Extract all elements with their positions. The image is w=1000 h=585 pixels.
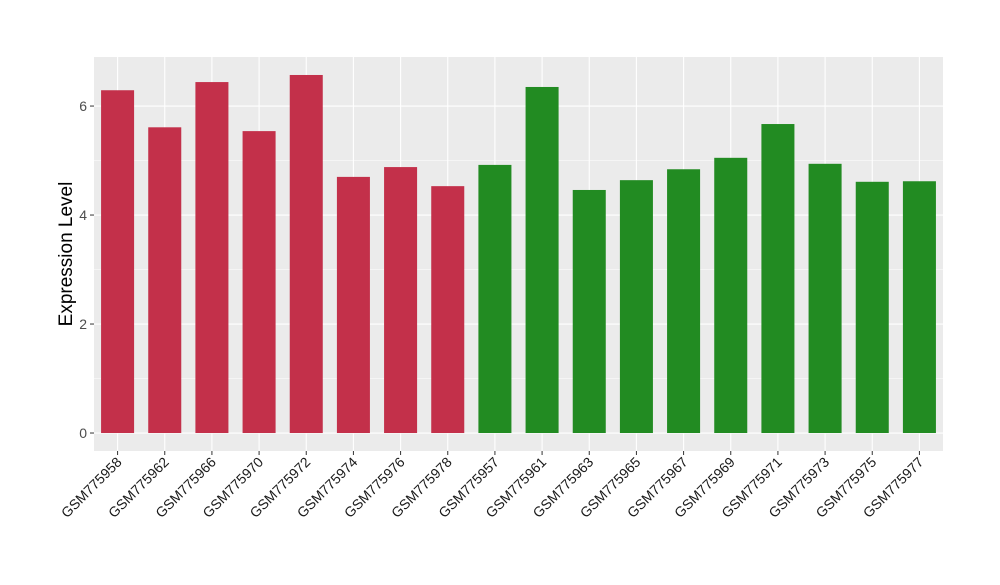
bar-GSM775970 [242,131,276,434]
x-axis: GSM775958GSM775962GSM775966GSM775970GSM7… [58,451,927,521]
bar-GSM775971 [761,124,795,434]
bar-GSM775976 [384,167,418,434]
bars [101,74,936,434]
y-tick-label: 6 [79,98,87,114]
bar-GSM775965 [619,180,653,434]
bar-GSM775967 [667,169,701,434]
bar-GSM775963 [572,189,606,434]
bar-GSM775973 [808,163,842,434]
bar-GSM775977 [902,181,936,434]
bar-GSM775978 [431,186,465,434]
bar-GSM775969 [714,157,748,434]
bar-GSM775966 [195,82,229,434]
y-tick-label: 2 [79,316,87,332]
bar-GSM775975 [855,181,889,434]
y-axis: 0 2 4 6 [79,98,94,441]
bar-GSM775961 [525,86,559,434]
plot-panel [94,57,943,451]
bar-GSM775957 [478,164,512,434]
y-tick-label: 0 [79,425,87,441]
y-tick-label: 4 [79,207,87,223]
bar-GSM775974 [336,176,370,434]
y-axis-label: Expression Level [56,182,77,327]
bar-GSM775958 [101,90,135,434]
bar-GSM775962 [148,127,182,434]
bar-GSM775972 [289,74,323,434]
